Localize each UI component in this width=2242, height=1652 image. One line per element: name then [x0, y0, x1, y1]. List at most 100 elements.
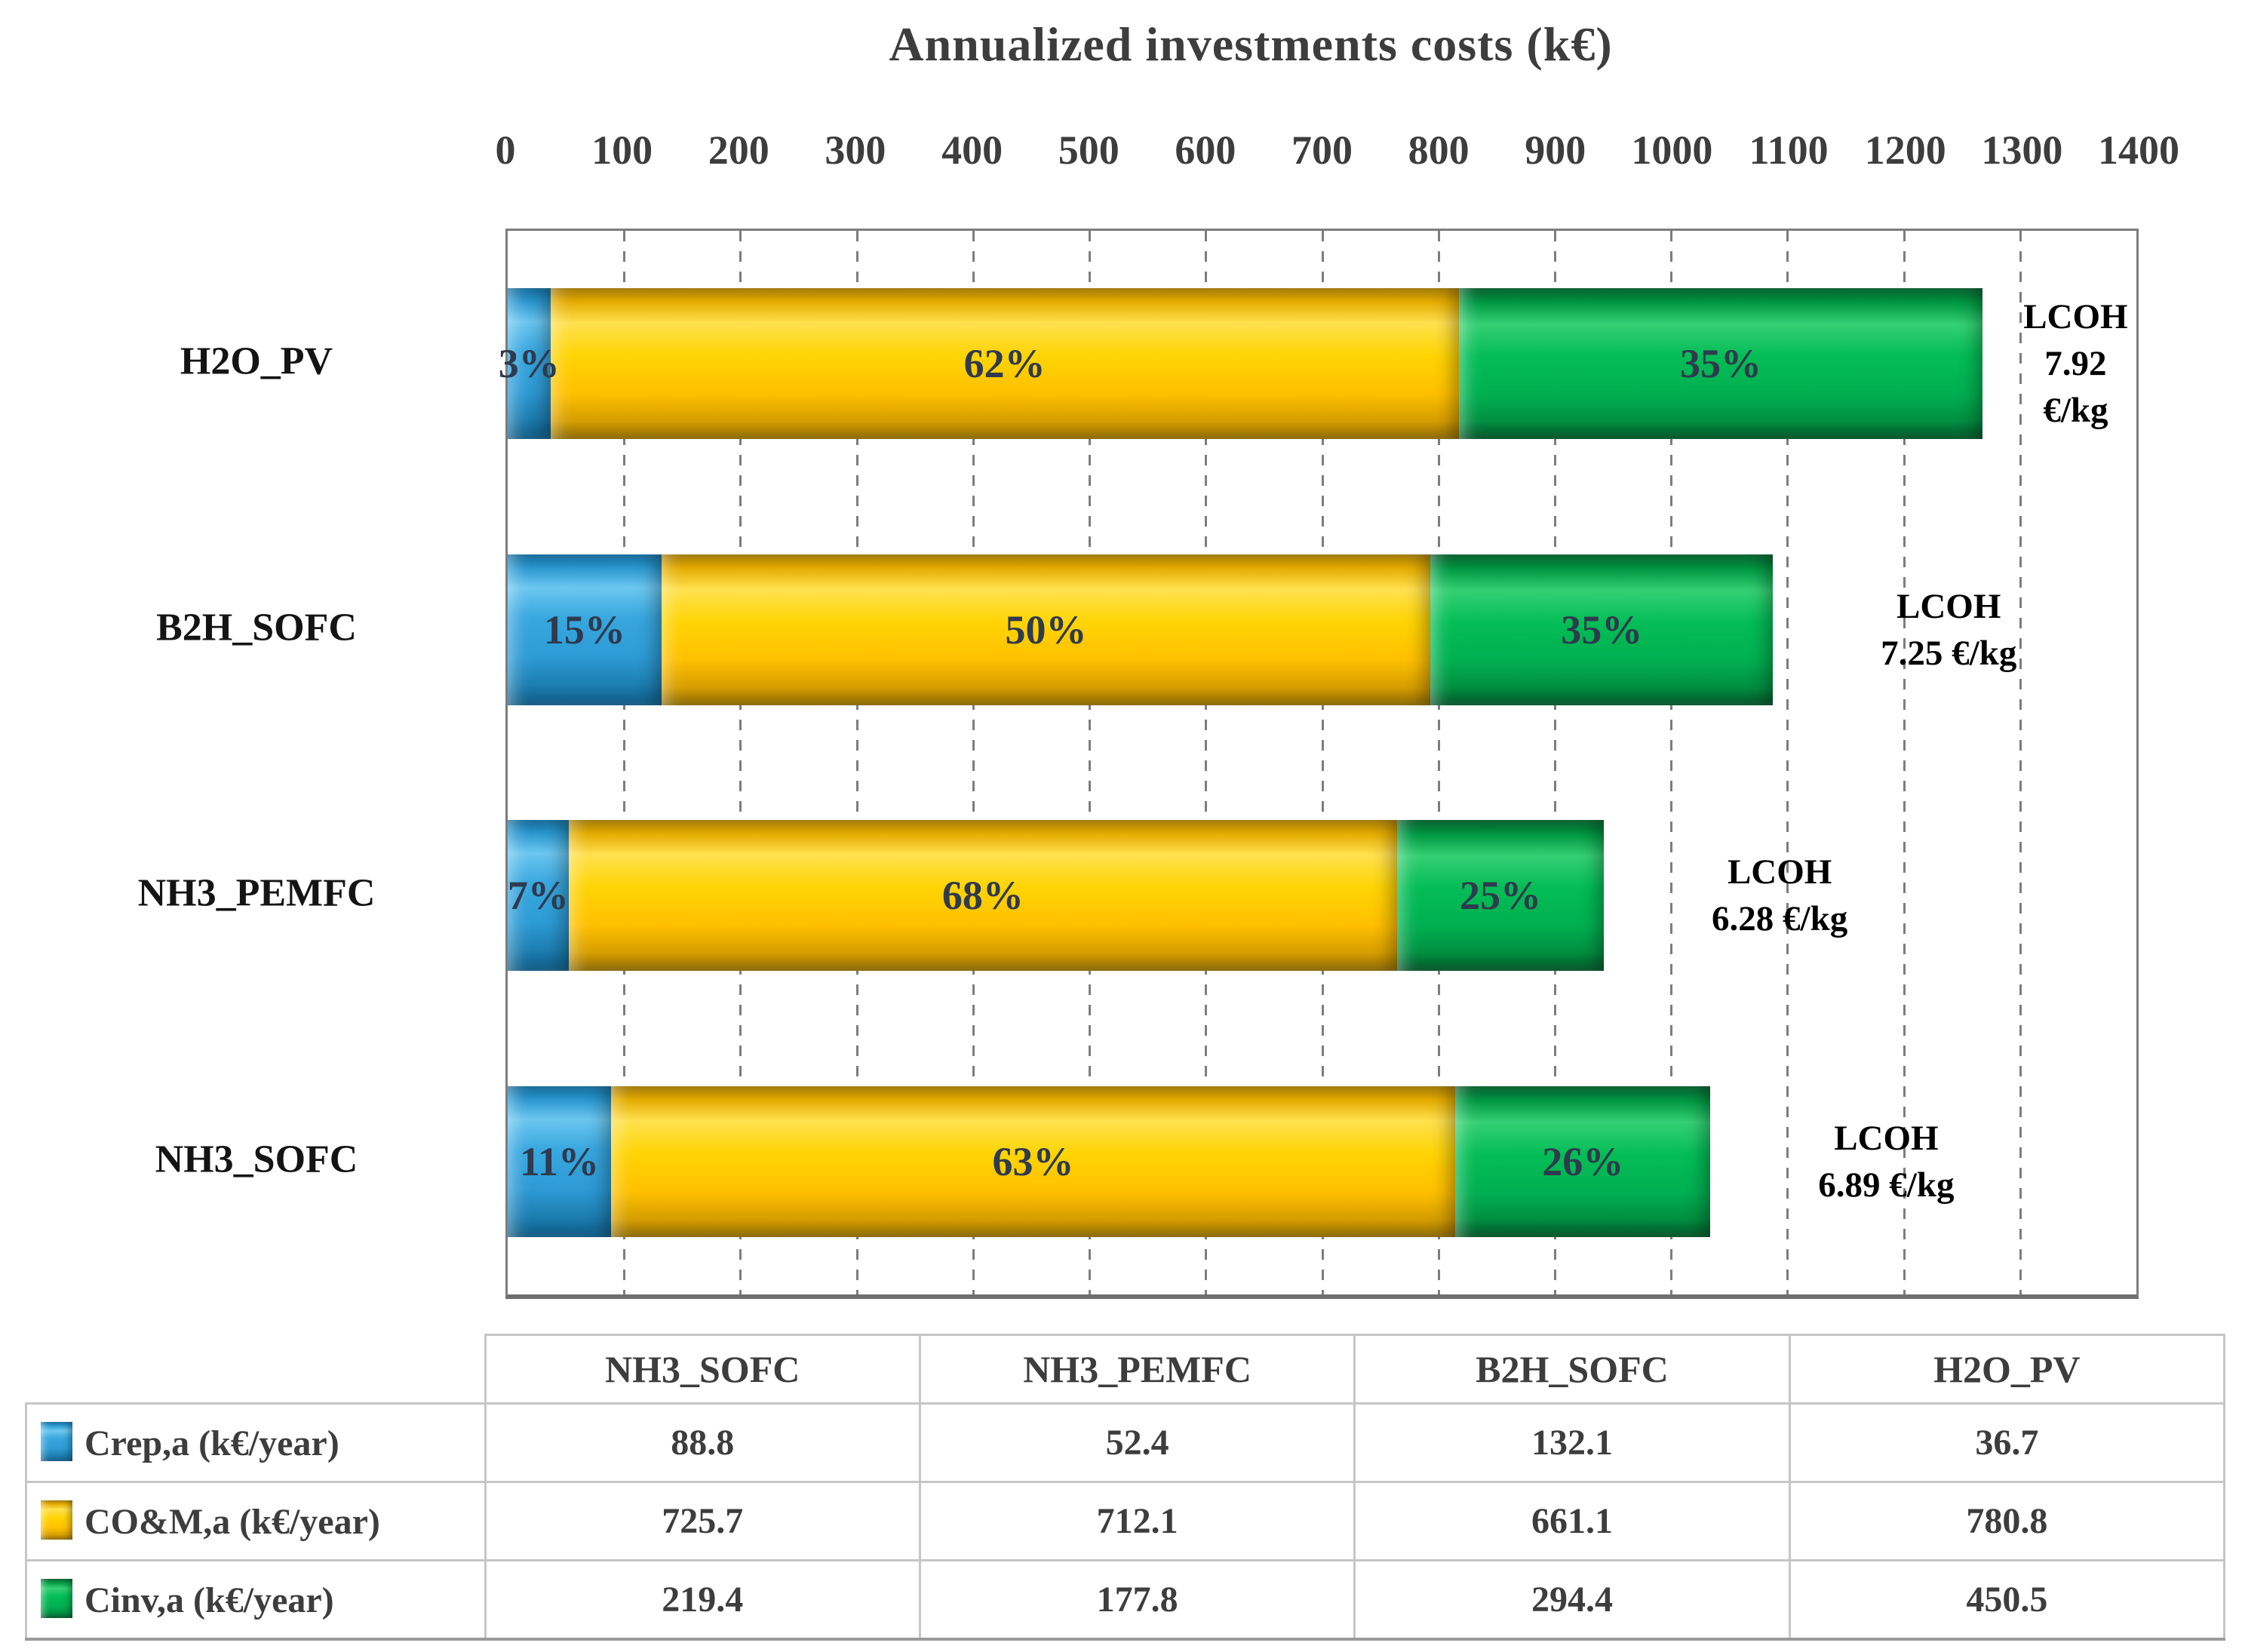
table-value-cell: 177.8: [918, 1559, 1356, 1641]
percent-label: 15%: [543, 606, 625, 653]
legend-swatch-icon: [41, 1421, 72, 1461]
table-header-cell: H2O_PV: [1788, 1334, 2226, 1405]
axis-tick: 1100: [1749, 127, 1829, 173]
axis-tick: 1400: [2098, 127, 2179, 173]
axis-tick: 700: [1291, 127, 1353, 173]
lcoh-label-line: LCOH: [1896, 586, 2001, 626]
percent-label: 62%: [963, 341, 1046, 387]
table-row: Crep,a (k€/year) 88.8 52.4 132.1 36.7: [25, 1402, 2226, 1483]
table-value-cell: 52.4: [918, 1402, 1356, 1483]
table-value-cell: 88.8: [484, 1402, 921, 1483]
cost-table-body: Crep,a (k€/year) 88.8 52.4 132.1 36.7 CO&M,a …: [25, 1402, 2226, 1641]
axis-tick: 800: [1408, 127, 1470, 173]
axis-tick: 200: [708, 127, 769, 173]
axis-tick: 900: [1525, 127, 1586, 173]
bar-segment-com: 50%: [661, 554, 1431, 705]
gridline: [623, 231, 626, 1294]
lcoh-label-line: 6.28 €/kg: [1712, 899, 1848, 939]
plot-area: 3% 62% 35% LCOH 7.92 €/kg 15% 50% 35% LCOH 7.25 €/…: [499, 229, 2139, 1299]
table-row: CO&M,a (k€/year) 725.7 712.1 661.1 780.8: [25, 1481, 2226, 1561]
percent-label: 26%: [1542, 1138, 1624, 1184]
table-value-cell: 294.4: [1353, 1559, 1791, 1641]
bar-row: 3% 62% 35% LCOH 7.92 €/kg: [499, 231, 2136, 497]
bar-row: 7% 68% 25% LCOH 6.28 €/kg: [508, 763, 2136, 1029]
lcoh-label-line: 6.89 €/kg: [1818, 1165, 1955, 1205]
category-label: B2H_SOFC: [156, 606, 357, 649]
axis-tick: 600: [1175, 127, 1236, 173]
table-value-cell: 725.7: [484, 1481, 921, 1561]
bar-segment-crep: 15%: [508, 554, 662, 705]
axis-tick: 1200: [1864, 127, 1946, 173]
lcoh-label: LCOH 7.92 €/kg: [1996, 293, 2154, 434]
table-header-cell: NH3_SOFC: [484, 1334, 921, 1405]
table-value-cell: 780.8: [1788, 1481, 2226, 1561]
gridline: [1205, 231, 1208, 1294]
stacked-bar: 15% 50% 35% LCOH 7.25 €/kg: [508, 554, 2136, 705]
gridline: [1437, 231, 1440, 1294]
table-row-label: CO&M,a (k€/year): [25, 1481, 487, 1561]
percent-label: 50%: [1005, 606, 1087, 653]
gridline: [1553, 231, 1556, 1294]
axis-tick: 400: [941, 127, 1003, 173]
table-header-cell: NH3_PEMFC: [918, 1334, 1356, 1405]
axis-tick: 1000: [1631, 127, 1713, 173]
gridline: [972, 231, 975, 1294]
table-row: Cinv,a (k€/year) 219.4 177.8 294.4 450.5: [25, 1559, 2226, 1641]
lcoh-label: LCOH 6.28 €/kg: [1617, 849, 1942, 942]
axis-tick: 300: [825, 127, 886, 173]
percent-label: 35%: [1561, 606, 1643, 653]
bar-row: 15% 50% 35% LCOH 7.25 €/kg: [508, 497, 2136, 763]
bar-segment-crep: 3%: [499, 288, 560, 440]
top-axis: 0 100 200 300 400 500 600 700 800 900 1000 1100 1200…: [496, 127, 2180, 181]
percent-label: 25%: [1460, 873, 1542, 919]
table-value-cell: 219.4: [484, 1559, 921, 1641]
gridline: [1321, 231, 1324, 1294]
table-value-cell: 132.1: [1353, 1402, 1791, 1483]
legend-swatch-icon: [41, 1578, 72, 1618]
axis-tick: 500: [1058, 127, 1119, 173]
category-label: NH3_SOFC: [155, 1138, 358, 1181]
bar-segment-cinv: 25%: [1396, 820, 1605, 972]
gridline: [2019, 231, 2022, 1294]
percent-label: 3%: [498, 341, 560, 387]
lcoh-label-line: LCOH: [1834, 1118, 1939, 1158]
bar-segment-crep: 7%: [507, 820, 569, 972]
bar-segment-com: 63%: [610, 1085, 1456, 1237]
axis-tick: 0: [495, 127, 516, 173]
table-corner-cell: [26, 1334, 487, 1405]
percent-label: 11%: [519, 1138, 599, 1184]
bar-segment-cinv: 35%: [1430, 554, 1774, 705]
lcoh-label-line: 7.92: [2044, 344, 2107, 384]
table-value-cell: 450.5: [1788, 1559, 2226, 1641]
percent-label: 68%: [941, 873, 1024, 919]
legend-label: CO&M,a (k€/year): [84, 1501, 380, 1542]
table-row-label: Crep,a (k€/year): [25, 1402, 487, 1483]
stacked-bar: 11% 63% 26% LCOH 6.89 €/kg: [508, 1085, 2136, 1237]
table-row-label: Cinv,a (k€/year): [25, 1559, 487, 1641]
lcoh-label-line: 7.25 €/kg: [1881, 633, 2017, 673]
table-header-row: NH3_SOFC NH3_PEMFC B2H_SOFC H2O_PV: [26, 1334, 2226, 1405]
lcoh-label-line: LCOH: [2023, 297, 2128, 337]
bar-segment-com: 68%: [568, 820, 1397, 972]
gridline: [1089, 231, 1092, 1294]
stacked-bar: 7% 68% 25% LCOH 6.28 €/kg: [507, 820, 2136, 972]
cost-table-head: NH3_SOFC NH3_PEMFC B2H_SOFC H2O_PV: [26, 1334, 2226, 1405]
table-value-cell: 661.1: [1353, 1481, 1791, 1561]
lcoh-label: LCOH 6.89 €/kg: [1724, 1115, 2048, 1208]
axis-tick: 1300: [1981, 127, 2063, 173]
percent-label: 63%: [992, 1138, 1074, 1184]
table-value-cell: 36.7: [1788, 1402, 2226, 1483]
gridline: [855, 231, 858, 1294]
legend-swatch-icon: [41, 1500, 72, 1540]
table-header-cell: B2H_SOFC: [1353, 1334, 1791, 1405]
table-value-cell: 712.1: [918, 1481, 1356, 1561]
stacked-bar: 3% 62% 35% LCOH 7.92 €/kg: [499, 288, 2136, 440]
category-label: H2O_PV: [180, 339, 333, 383]
lcoh-label-line: €/kg: [2043, 391, 2108, 431]
percent-label: 7%: [507, 873, 569, 919]
gridline: [1903, 231, 1906, 1294]
gridline: [739, 231, 742, 1294]
percent-label: 35%: [1680, 341, 1762, 387]
cost-table: NH3_SOFC NH3_PEMFC B2H_SOFC H2O_PV Crep,a (…: [25, 1334, 2226, 1641]
